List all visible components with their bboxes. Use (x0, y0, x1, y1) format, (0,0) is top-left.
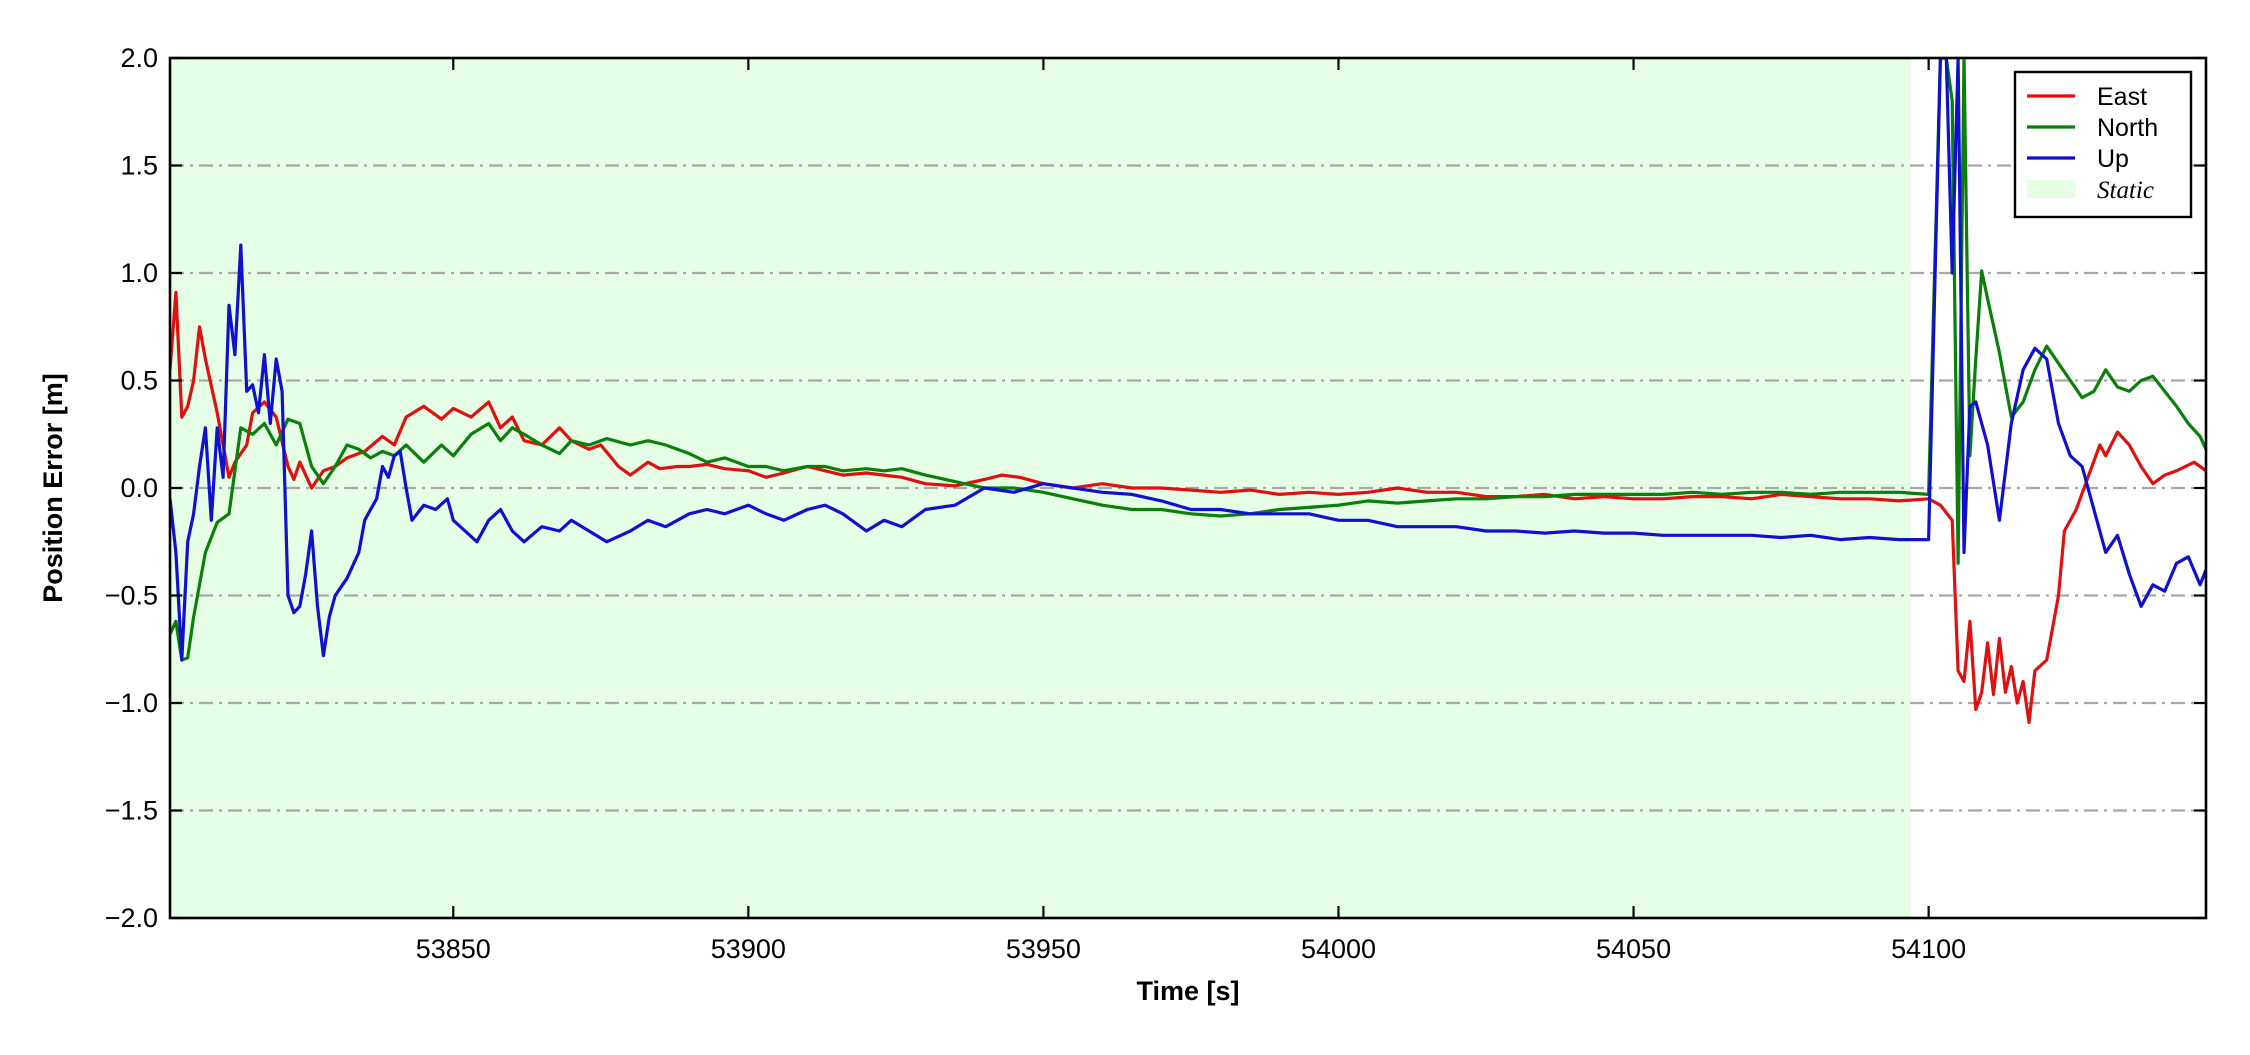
x-tick-label: 53900 (711, 934, 786, 964)
legend-label-static: Static (2097, 177, 2154, 204)
legend-label-up: Up (2097, 145, 2129, 173)
y-tick-label: −1.0 (105, 688, 158, 718)
legend-label-east: East (2097, 83, 2147, 111)
series-line-up (170, 58, 2206, 662)
y-tick-label: 0.5 (120, 366, 158, 396)
legend-label-north: North (2097, 114, 2158, 142)
x-tick-label: 54050 (1596, 934, 1671, 964)
x-tick-label: 54100 (1891, 934, 1966, 964)
y-tick-label: −0.5 (105, 581, 158, 611)
y-axis-label: Position Error [m] (38, 373, 68, 603)
x-tick-label: 53850 (416, 934, 491, 964)
y-tick-label: −2.0 (105, 903, 158, 933)
series-line-north (170, 58, 2206, 662)
y-tick-label: −1.5 (105, 796, 158, 826)
legend-swatch-static (2027, 180, 2075, 198)
y-tick-label: 2.0 (120, 43, 158, 73)
y-tick-label: 1.0 (120, 258, 158, 288)
x-axis-label: Time [s] (1136, 976, 1239, 1006)
y-tick-label: 0.0 (120, 473, 158, 503)
y-tick-label: 1.5 (120, 151, 158, 181)
x-tick-label: 54000 (1301, 934, 1376, 964)
x-tick-label: 53950 (1006, 934, 1081, 964)
